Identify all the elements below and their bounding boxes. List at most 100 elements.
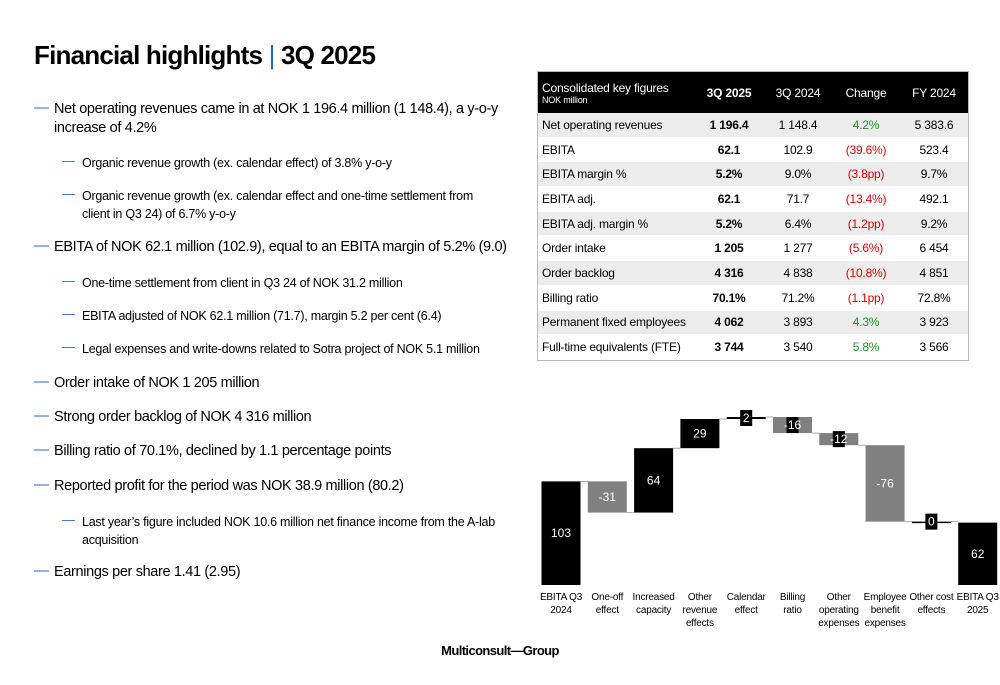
x-label: Other cost effects	[909, 592, 954, 616]
data-label: 103	[551, 526, 571, 540]
table-cell: 4 851	[900, 260, 968, 286]
table-cell: 3 893	[764, 310, 832, 336]
table-title: Consolidated key figures	[542, 80, 669, 95]
table-cell: (1.1pp)	[832, 285, 900, 311]
table-cell: 6 454	[900, 235, 968, 262]
label-box	[740, 410, 753, 427]
dash-icon: —	[62, 153, 75, 168]
table-title-cell: Consolidated key figures NOK million	[538, 72, 694, 113]
x-label: Other operating expenses	[818, 592, 860, 629]
bar	[865, 445, 905, 522]
table-cell: 5.8%	[832, 334, 900, 360]
bar	[680, 419, 720, 449]
bar	[541, 481, 581, 585]
title-separator: |	[268, 40, 276, 70]
table-cell: 3 566	[900, 334, 968, 360]
column-header: 3Q 2024	[764, 72, 832, 113]
table-cell: 523.4	[900, 137, 968, 163]
table-body: Net operating revenues 1 196.4 1 148.4 4.2%…	[538, 113, 968, 360]
table-cell: 102.9	[764, 137, 832, 163]
title-text: Financial highlights	[34, 40, 263, 70]
table-cell: (10.8%)	[832, 260, 900, 286]
x-label: Billing ratio	[779, 592, 806, 616]
row-label: EBITA adj. margin %	[538, 211, 694, 237]
data-label: -16	[784, 418, 802, 432]
table-cell: (5.6%)	[832, 235, 900, 262]
table-cell: 492.1	[900, 186, 968, 212]
table-row: Order intake 1 205 1 277 (5.6%) 6 454	[538, 235, 968, 262]
label-box	[832, 431, 845, 448]
x-label: EBITA Q3 2025	[956, 592, 999, 616]
data-label: 0	[928, 515, 935, 529]
table-cell: 62.1	[694, 137, 764, 163]
dash-icon: —	[34, 562, 49, 579]
column-header: 3Q 2025	[694, 72, 764, 113]
table-cell: 6.4%	[764, 211, 832, 237]
row-label: Order backlog	[538, 260, 694, 286]
dash-icon: —	[34, 407, 49, 424]
row-label: EBITA margin %	[538, 161, 694, 188]
table-cell: 4.2%	[832, 113, 900, 138]
table-row: EBITA adj. 62.1 71.7 (13.4%) 492.1	[538, 186, 968, 212]
table-header-row: Consolidated key figures NOK million 3Q 2…	[538, 72, 968, 113]
x-label: One-off effect	[591, 592, 624, 616]
table-cell: 9.0%	[764, 161, 832, 188]
key-figures-table: Consolidated key figures NOK million 3Q 2…	[537, 71, 969, 361]
row-label: EBITA	[538, 137, 694, 163]
table-cell: 3 923	[900, 310, 968, 336]
table-cell: 71.7	[764, 186, 832, 212]
table-row: Permanent fixed employees 4 062 3 893 4.3% 3…	[538, 310, 968, 336]
bullet-text: Net operating revenues came in at NOK 1 …	[54, 101, 498, 136]
table-cell: 3 540	[764, 334, 832, 360]
table-row: Net operating revenues 1 196.4 1 148.4 4.2%…	[538, 113, 968, 138]
table-cell: (39.6%)	[832, 137, 900, 163]
table-cell: 5.2%	[694, 211, 764, 237]
x-label: Employee benefit expenses	[863, 592, 907, 629]
bullet-text: EBITA of NOK 62.1 million (102.9), equal…	[54, 239, 507, 255]
row-label: Permanent fixed employees	[538, 310, 694, 336]
title-period: 3Q 2025	[280, 40, 376, 70]
footer-logo: Multiconsult—Group	[441, 643, 559, 658]
dash-icon: —	[62, 339, 75, 354]
table-cell: 1 205	[694, 235, 764, 262]
data-label: -76	[876, 476, 894, 490]
dash-icon: —	[34, 476, 49, 493]
table-cell: (13.4%)	[832, 186, 900, 212]
table-row: EBITA margin % 5.2% 9.0% (3.8pp) 9.7%	[538, 161, 968, 188]
row-label: Order intake	[538, 235, 694, 262]
table-row: Order backlog 4 316 4 838 (10.8%) 4 851	[538, 260, 968, 286]
x-label: Increased capacity	[632, 592, 675, 616]
table-cell: (3.8pp)	[832, 161, 900, 188]
bullet-text: Billing ratio of 70.1%, declined by 1.1 …	[54, 443, 392, 459]
label-box	[925, 513, 938, 530]
slide-title: Financial highlights | 3Q 2025	[34, 40, 376, 71]
data-label: 2	[743, 411, 750, 425]
data-label: 64	[647, 473, 661, 487]
dash-icon: —	[62, 273, 75, 288]
x-label: EBITA Q3 2024	[539, 592, 583, 616]
table-cell: 3 744	[694, 334, 764, 360]
table-cell: 72.8%	[900, 285, 968, 311]
table-cell: 9.2%	[900, 211, 968, 237]
table-cell: 1 148.4	[764, 113, 832, 138]
dash-icon: —	[62, 186, 75, 201]
bullet-text: Order intake of NOK 1 205 million	[54, 375, 260, 391]
row-label: EBITA adj.	[538, 186, 694, 212]
bullet-text: EBITA adjusted of NOK 62.1 million (71.7…	[82, 309, 442, 323]
row-label: Billing ratio	[538, 285, 694, 311]
dash-icon: —	[62, 306, 75, 321]
waterfall-chart: 103 -31 64 29 2 -16 -12 -76 0 62	[541, 410, 998, 585]
bullet-text: Strong order backlog of NOK 4 316 millio…	[54, 409, 312, 425]
dash-icon: —	[34, 373, 49, 390]
table-cell: 70.1%	[694, 285, 764, 311]
x-label: Other revenue effects	[682, 592, 718, 629]
data-label: -31	[599, 490, 617, 504]
column-header: Change	[832, 72, 900, 113]
table-cell: 1 277	[764, 235, 832, 262]
bullet-text: Organic revenue growth (ex. calendar eff…	[82, 156, 392, 170]
dash-icon: —	[34, 99, 49, 116]
label-box	[786, 417, 799, 434]
dash-icon: —	[34, 237, 49, 254]
bar	[634, 448, 674, 513]
